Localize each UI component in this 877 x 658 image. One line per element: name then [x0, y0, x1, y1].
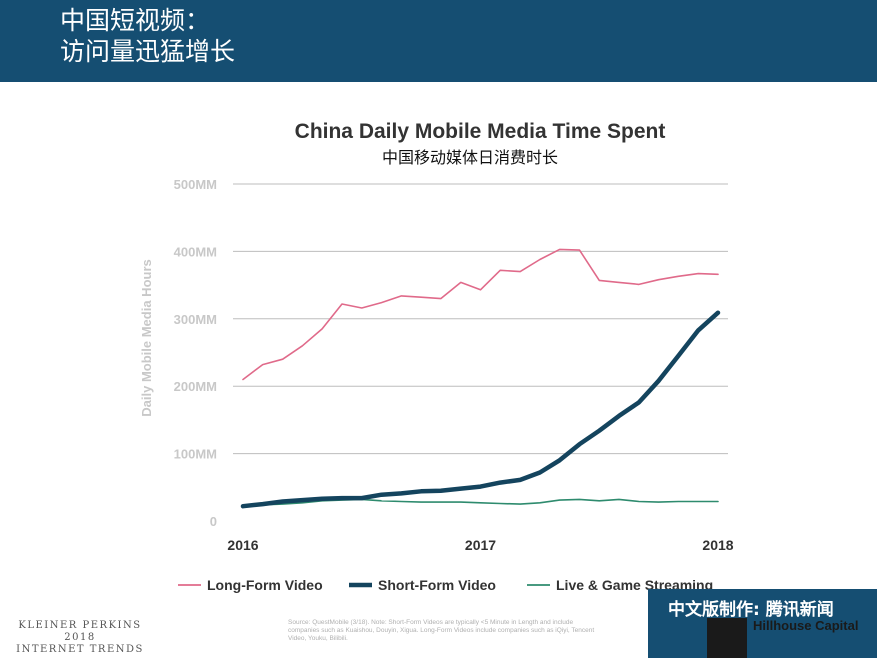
series-line [240, 310, 721, 509]
source-note: Source: QuestMobile (3/18). Note: Short-… [288, 619, 595, 642]
legend: Long-Form Video Short-Form Video Live & Ga… [178, 577, 713, 593]
chart-title: China Daily Mobile Media Time Spent [295, 120, 666, 143]
x-tick-label: 2016 [227, 537, 258, 553]
x-tick-label: 2017 [465, 537, 496, 553]
y-tick-label: 100MM [174, 447, 217, 462]
brand-line-2: 2018 [64, 632, 96, 643]
header-banner: 中国短视频： 访问量迅猛增长 [0, 0, 877, 82]
gridlines [233, 183, 728, 455]
y-tick-label: 0 [210, 514, 217, 529]
legend-label: Short-Form Video [378, 577, 496, 593]
series-line [242, 248, 719, 381]
y-axis-label: Daily Mobile Media Hours [139, 259, 154, 416]
chart-subtitle: 中国移动媒体日消费时长 [382, 148, 558, 167]
kpcb-brand: KLEINER PERKINS 2018 INTERNET TRENDS [10, 620, 150, 656]
credit-banner-text: 中文版制作: 腾讯新闻 [668, 600, 834, 620]
x-tick-labels: 2016 2017 2018 [227, 537, 733, 553]
x-tick-label: 2018 [702, 537, 733, 553]
chart: China Daily Mobile Media Time Spent 中国移动… [139, 120, 734, 593]
legend-label: Long-Form Video [207, 577, 323, 593]
page-title-line-1: 中国短视频： [60, 6, 211, 35]
y-tick-label: 200MM [174, 379, 217, 394]
hillhouse-logo-icon [707, 618, 747, 658]
y-tick-label: 500MM [174, 177, 217, 192]
page-title-line-2: 访问量迅猛增长 [60, 37, 236, 66]
y-tick-labels: 0 100MM 200MM 300MM 400MM 500MM [174, 177, 217, 529]
y-tick-label: 300MM [174, 312, 217, 327]
hillhouse-logo-text: Hillhouse Capital [753, 618, 859, 633]
brand-line-3: INTERNET TRENDS [16, 644, 144, 655]
series-lines [240, 248, 721, 509]
brand-line-1: KLEINER PERKINS [18, 620, 142, 631]
credit-banner [648, 589, 877, 658]
y-tick-label: 400MM [174, 244, 217, 259]
